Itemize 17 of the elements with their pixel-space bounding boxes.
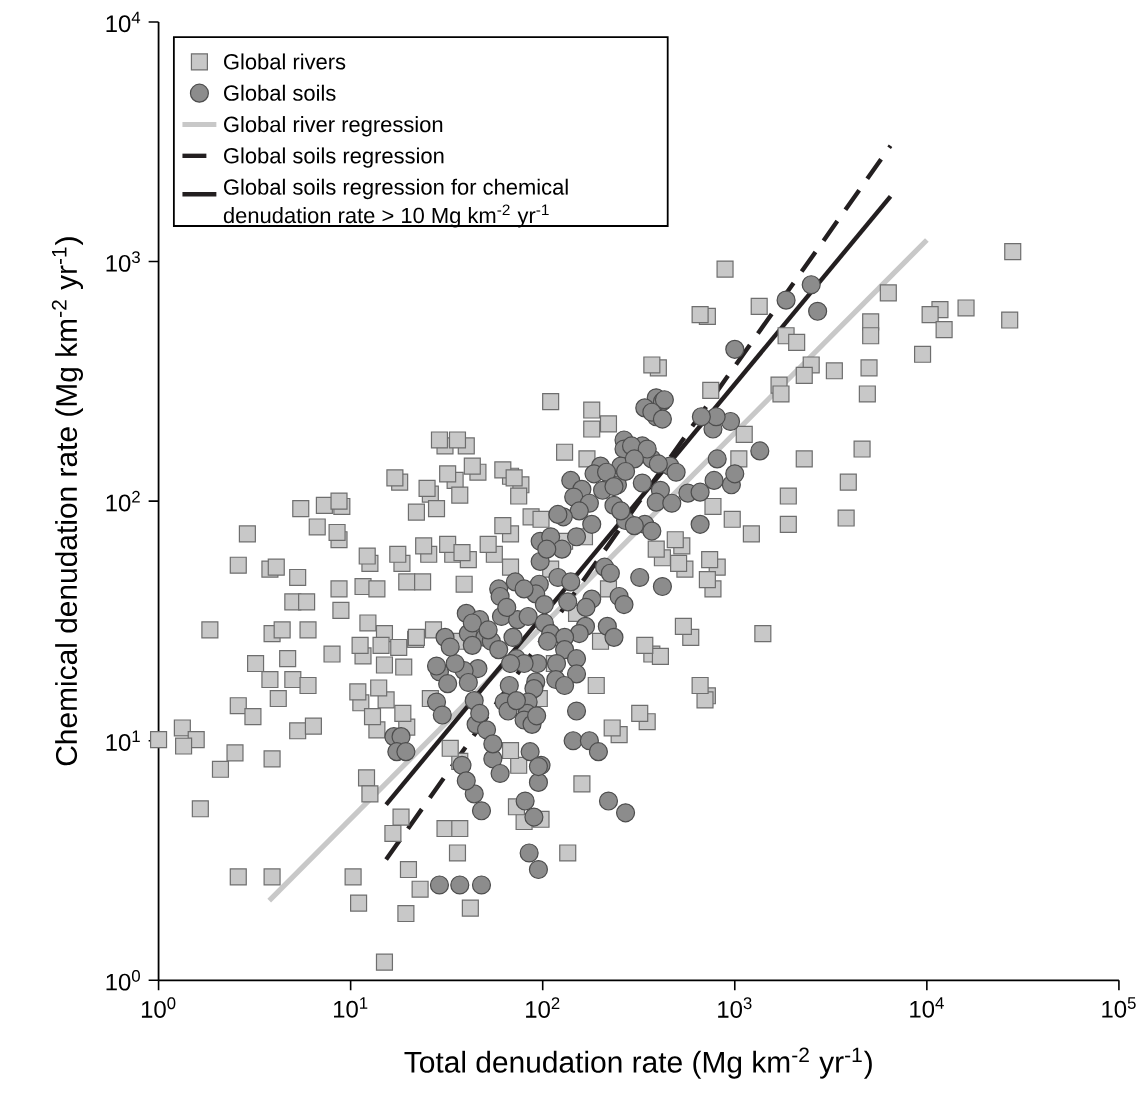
x-tick-label: 10$^{0}$ [141,997,176,1018]
y-tick-label: 10$^{4}$ [106,11,141,33]
legend-label: Global river regression [224,116,443,137]
y-tick-label: 10$^{0}$ [106,970,140,991]
legend-label: Global soils regression [224,147,444,168]
y-tick-label: 10$^{2}$ [106,490,140,512]
x-tick-label: 10$^{5}$ [1102,997,1136,1018]
x-tick-label: 10$^{1}$ [334,997,368,1018]
x-axis-title: Total denudation rate (Mg km$^{-2}$ yr$^{-1}$) [404,1047,872,1079]
y-tick-label: 10$^{3}$ [106,251,140,272]
y-tick-label: 10$^{1}$ [106,730,140,751]
y-axis-title: Chemical denudation rate (Mg km$^{-2}$ yr$^{-1}$) [51,237,84,766]
x-tick-label: 10$^{3}$ [718,997,752,1018]
x-tick-label: 10$^{4}$ [910,997,944,1018]
legend-label: Global rivers [224,53,346,70]
x-tick-label: 10$^{2}$ [526,997,560,1018]
legend-label: Global soils [224,84,336,101]
